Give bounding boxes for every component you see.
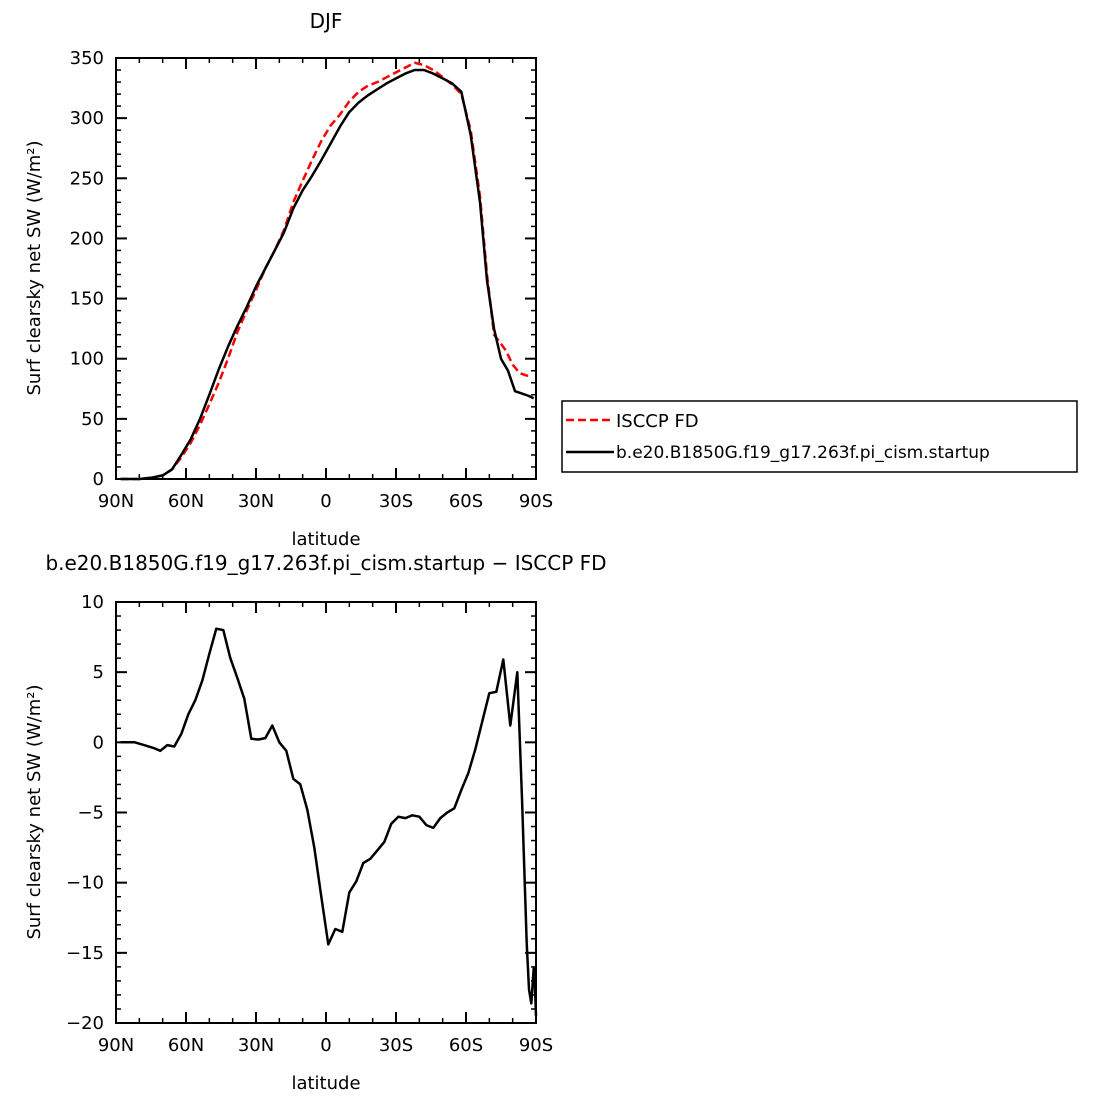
- top-y-tick-labels: 0 50 100 150 200 250 300 350: [70, 48, 104, 490]
- legend-label-model: b.e20.B1850G.f19_g17.263f.pi_cism.startu…: [616, 443, 990, 463]
- bottom-chart-title: b.e20.B1850G.f19_g17.263f.pi_cism.startu…: [45, 551, 606, 575]
- top-x-axis-label: latitude: [291, 529, 360, 550]
- top-plot-frame: [115, 57, 537, 480]
- legend-box: [561, 400, 1078, 473]
- legend: ISCCP FD b.e20.B1850G.f19_g17.263f.pi_ci…: [561, 400, 1078, 473]
- top-chart-title: DJF: [310, 9, 343, 33]
- y-tick-label: 5: [93, 662, 104, 683]
- x-tick-label: 30N: [238, 491, 274, 512]
- x-tick-label: 90N: [98, 491, 134, 512]
- y-tick-label: 100: [70, 349, 104, 370]
- top-x-tick-labels: 90N 60N 30N 0 30S 60S 90S: [98, 491, 553, 512]
- x-tick-label: 60N: [168, 491, 204, 512]
- bottom-y-tick-labels: 10 5 0 −5 −10 −15 −20: [66, 592, 104, 1034]
- top-series-lines: [120, 61, 535, 481]
- bottom-plot-frame: [115, 601, 537, 1024]
- y-tick-label: 350: [70, 48, 104, 69]
- y-tick-label: −10: [66, 873, 104, 894]
- bottom-y-axis-label: Surf clearsky net SW (W/m²): [24, 684, 45, 939]
- x-tick-label: 30S: [379, 491, 413, 512]
- top-y-axis-label: Surf clearsky net SW (W/m²): [24, 140, 45, 395]
- x-tick-label: 90S: [519, 491, 553, 512]
- y-tick-label: 10: [81, 592, 104, 613]
- x-tick-label: 90N: [98, 1035, 134, 1056]
- y-tick-label: 200: [70, 228, 104, 249]
- y-tick-label: −20: [66, 1013, 104, 1034]
- y-tick-label: 250: [70, 168, 104, 189]
- x-tick-label: 0: [320, 1035, 331, 1056]
- x-tick-label: 60S: [449, 491, 483, 512]
- y-tick-label: 150: [70, 289, 104, 310]
- x-tick-label: 0: [320, 491, 331, 512]
- x-tick-label: 30N: [238, 1035, 274, 1056]
- x-tick-label: 60S: [449, 1035, 483, 1056]
- x-tick-label: 90S: [519, 1035, 553, 1056]
- x-tick-label: 30S: [379, 1035, 413, 1056]
- bottom-tick-marks: [115, 601, 537, 1024]
- bottom-x-tick-labels: 90N 60N 30N 0 30S 60S 90S: [98, 1035, 553, 1056]
- y-tick-label: −5: [77, 803, 104, 824]
- top-tick-marks: [115, 57, 537, 480]
- legend-label-isccp: ISCCP FD: [616, 411, 699, 432]
- y-tick-label: 300: [70, 108, 104, 129]
- y-tick-label: 50: [81, 409, 104, 430]
- y-tick-label: 0: [93, 469, 104, 490]
- bottom-x-axis-label: latitude: [291, 1073, 360, 1094]
- bottom-panel: b.e20.B1850G.f19_g17.263f.pi_cism.startu…: [24, 551, 607, 1094]
- top-panel: DJF 90N 60N 30N 0 30S 60S 90S 0 50 100 150 200 250 3…: [24, 9, 553, 550]
- y-tick-label: 0: [93, 732, 104, 753]
- x-tick-label: 60N: [168, 1035, 204, 1056]
- bot-series-line-0: [120, 627, 538, 1017]
- bottom-series-lines: [120, 627, 538, 1017]
- y-tick-label: −15: [66, 943, 104, 964]
- top-series-line-1: [120, 68, 535, 481]
